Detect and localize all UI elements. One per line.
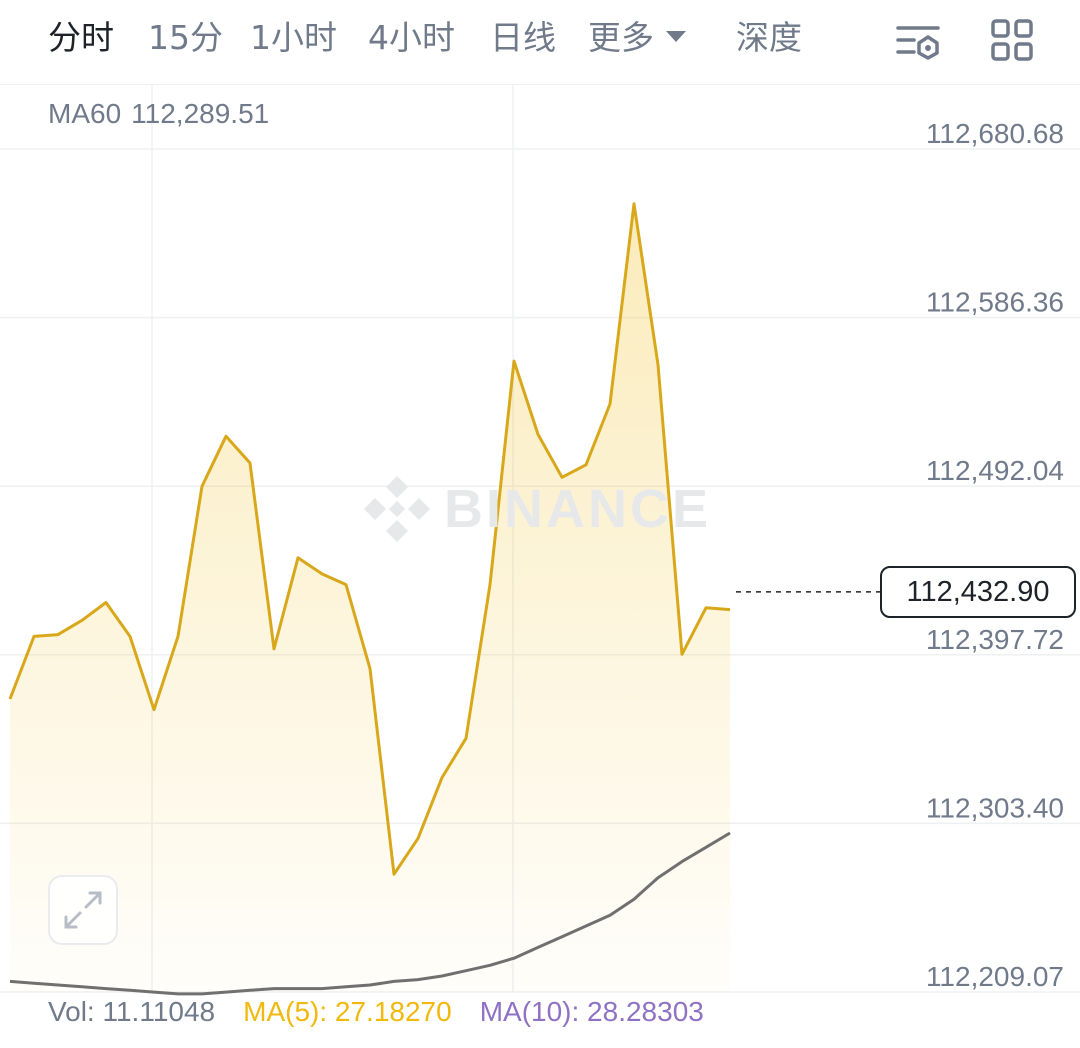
binance-watermark: BINANCE	[360, 470, 730, 550]
watermark-text: BINANCE	[444, 479, 712, 539]
expand-button[interactable]	[48, 875, 118, 945]
tab-4hour[interactable]: 4小时	[368, 18, 455, 57]
current-price-tag[interactable]: 112,432.90	[880, 565, 1076, 618]
price-axis-label: 112,397.72	[926, 624, 1064, 655]
tab-15min[interactable]: 15分	[148, 18, 223, 57]
volume-value: Vol: 11.11048	[48, 996, 216, 1027]
interval-tab-bar: 分时 15分 1小时 4小时 日线 更多 深度	[0, 0, 1080, 85]
tab-more[interactable]: 更多	[588, 16, 686, 60]
volume-indicator-row: Vol: 11.11048 MA(5): 27.18270 MA(10): 28.2…	[48, 996, 732, 1028]
ma60-value: 112,289.51	[131, 98, 270, 129]
tab-more-label: 更多	[588, 18, 654, 57]
volume-ma10-value: MA(10): 28.28303	[479, 996, 704, 1027]
grid-layout-icon[interactable]	[988, 16, 1036, 64]
ma60-label: MA60	[48, 98, 122, 129]
price-axis-label: 112,586.36	[926, 287, 1064, 318]
price-axis-label: 112,303.40	[926, 792, 1064, 823]
price-axis-labels: 112,680.68 112,586.36 112,492.04 112,397.72…	[926, 118, 1064, 992]
price-line	[8, 202, 731, 876]
ma60-indicator: MA60 112,289.51	[48, 98, 279, 130]
binance-logo-icon	[364, 476, 430, 542]
tab-time-sharing[interactable]: 分时	[48, 18, 114, 57]
price-axis-label: 112,680.68	[926, 118, 1064, 149]
price-area-fill	[10, 203, 730, 993]
chart-settings-icon[interactable]	[894, 16, 942, 64]
expand-icon	[64, 891, 102, 929]
tab-1hour[interactable]: 1小时	[250, 18, 337, 57]
price-axis-label: 112,492.04	[926, 455, 1064, 486]
caret-down-icon	[666, 31, 686, 42]
ma60-line	[9, 831, 731, 996]
price-axis-label: 112,209.07	[926, 961, 1064, 992]
tab-depth[interactable]: 深度	[736, 18, 802, 57]
tab-daily[interactable]: 日线	[490, 18, 556, 57]
volume-ma5-value: MA(5): 27.18270	[243, 996, 452, 1027]
